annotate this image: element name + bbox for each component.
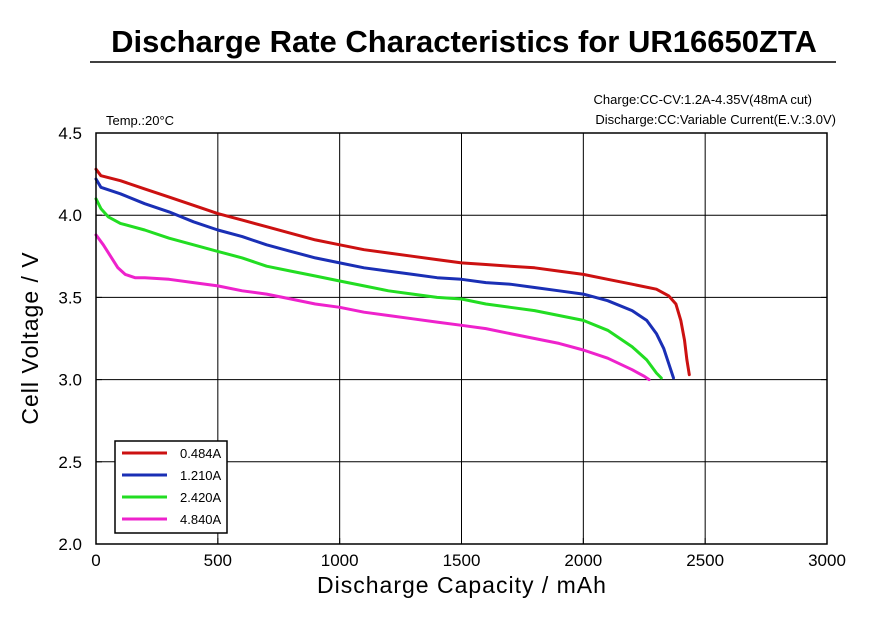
y-tick-label: 2.5 (58, 453, 82, 472)
temp-note: Temp.:20°C (106, 113, 174, 128)
x-axis-label: Discharge Capacity / mAh (317, 572, 607, 598)
y-tick-label: 4.5 (58, 124, 82, 143)
legend-label: 2.420A (180, 490, 222, 505)
x-tick-label: 0 (91, 551, 100, 570)
x-tick-label: 2000 (564, 551, 602, 570)
legend-label: 4.840A (180, 512, 222, 527)
tick-marks (95, 132, 828, 545)
series-line-0.484A (94, 167, 691, 377)
y-tick-label: 3.5 (58, 288, 82, 307)
discharge-note: Discharge:CC:Variable Current(E.V.:3.0V) (595, 112, 836, 127)
y-tick-labels: 2.0 2.5 3.0 3.5 4.0 4.5 (58, 124, 82, 554)
series-line-2.420A (94, 197, 663, 380)
y-tick-label: 4.0 (58, 206, 82, 225)
charge-note: Charge:CC-CV:1.2A-4.35V(48mA cut) (594, 92, 812, 107)
legend-label: 0.484A (180, 446, 222, 461)
x-tick-label: 1500 (443, 551, 481, 570)
y-axis-label: Cell Voltage / V (17, 251, 43, 424)
y-tick-label: 3.0 (58, 371, 82, 390)
x-tick-label: 500 (204, 551, 232, 570)
x-tick-label: 2500 (686, 551, 724, 570)
series-line-4.840A (94, 233, 651, 382)
data-curves (94, 167, 691, 382)
chart-title: Discharge Rate Characteristics for UR166… (111, 24, 817, 59)
x-tick-labels: 0 500 1000 1500 2000 2500 3000 (91, 551, 846, 570)
series-line-1.210A (94, 177, 675, 380)
legend-label: 1.210A (180, 468, 222, 483)
legend: 0.484A 1.210A 2.420A 4.840A (114, 440, 228, 534)
x-tick-label: 3000 (808, 551, 846, 570)
y-tick-label: 2.0 (58, 535, 82, 554)
x-tick-label: 1000 (321, 551, 359, 570)
